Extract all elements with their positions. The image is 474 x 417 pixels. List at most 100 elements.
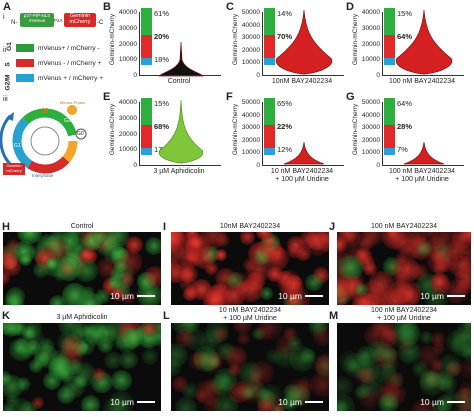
y-tick-label: 10000: [241, 59, 260, 67]
panel-label-f: F: [226, 91, 233, 103]
violin-panel-b: B Geminin-mCherry 40000 30000 20000 10000 0 61%…: [103, 0, 223, 90]
percentage-label: 68%: [154, 122, 170, 131]
cell-nucleus: [354, 282, 369, 297]
cell-nucleus: [111, 287, 125, 302]
cell-nucleus: [337, 399, 349, 411]
cell-nucleus: [307, 234, 329, 257]
cell-nucleus: [192, 345, 219, 372]
cell-nucleus: [416, 240, 432, 257]
cell-nucleus: [421, 366, 445, 389]
cell-nucleus: [298, 377, 313, 392]
scale-bar-label: 10 µm: [110, 291, 134, 301]
cell-nucleus: [45, 235, 63, 253]
cell-nucleus: [97, 323, 118, 344]
percentage-label: 70%: [277, 32, 293, 41]
cell-nucleus: [238, 361, 262, 385]
cell-nucleus: [355, 358, 380, 383]
y-axis-line: [382, 12, 383, 75]
cell-nucleus: [343, 353, 368, 378]
micrograph-image: 10 µm: [3, 323, 161, 411]
cell-nucleus: [17, 232, 42, 245]
cell-nucleus: [195, 380, 221, 406]
phase-g2m: G2/M: [4, 74, 12, 91]
cell-nucleus: [400, 287, 421, 305]
cell-nucleus: [182, 327, 206, 351]
panel-label-g: G: [346, 91, 355, 103]
cell-nucleus: [278, 396, 293, 410]
cell-nucleus: [308, 323, 327, 337]
cell-nucleus: [256, 396, 275, 411]
violin-shape: [283, 141, 325, 165]
stacked-bar-mid: [384, 125, 395, 148]
panel-label-a: A: [3, 1, 11, 13]
cell-nucleus: [124, 328, 144, 348]
cell-nucleus: [389, 258, 412, 281]
cell-nucleus: [289, 346, 315, 373]
cell-nucleus: [238, 278, 263, 303]
y-tick-label: 40000: [118, 9, 137, 16]
violin-panel-g: G Geminin-mCherry 50000 40000 30000 20000 1000…: [346, 90, 466, 183]
cell-nucleus: [252, 327, 265, 341]
micrograph-image: 10 µm: [337, 323, 471, 411]
cell-nucleus: [91, 367, 106, 382]
cell-nucleus: [238, 377, 264, 403]
cell-nucleus: [432, 342, 446, 355]
cell-nucleus: [283, 383, 301, 401]
cell-nucleus: [445, 331, 467, 352]
cell-nucleus: [181, 323, 201, 334]
condition-caption: 10 nM BAY2402234 + 100 µM Uridine: [270, 168, 334, 183]
scale-bar-label: 10 µm: [420, 291, 444, 301]
cell-nucleus: [355, 384, 371, 400]
cell-nucleus: [432, 272, 448, 288]
y-tick-label: 50000: [361, 99, 380, 106]
cell-nucleus: [368, 270, 394, 296]
cell-nucleus: [239, 232, 256, 245]
cell-nucleus: [103, 240, 127, 264]
cell-nucleus: [417, 344, 440, 368]
y-tick-label: 10000: [241, 149, 260, 157]
cell-nucleus: [355, 346, 376, 367]
micrograph-image: 10 µm: [171, 232, 329, 305]
stacked-bar-bottom: [384, 58, 395, 65]
cell-nucleus: [386, 232, 400, 240]
scale-bar-label: 10 µm: [420, 397, 444, 407]
cell-nucleus: [259, 286, 273, 300]
cell-nucleus: [418, 369, 439, 390]
cell-nucleus: [3, 255, 22, 276]
construct-linker: P2A: [54, 18, 63, 23]
y-tick-label: 20000: [118, 130, 137, 138]
violin-panel-c: C Geminin-mCherry 50000 40000 30000 20000 1000…: [226, 0, 346, 90]
percentage-label: 64%: [397, 32, 413, 41]
cell-nucleus: [445, 360, 462, 377]
percentage-label: 12%: [277, 145, 293, 154]
cell-nucleus: [257, 323, 283, 341]
cell-nucleus: [274, 335, 298, 359]
cell-nucleus: [56, 385, 76, 405]
cell-nucleus: [370, 340, 392, 363]
y-tick-label: 30000: [118, 24, 137, 32]
cell-nucleus: [3, 270, 11, 285]
cycle-s-label: S: [60, 146, 64, 152]
cell-nucleus: [217, 342, 235, 360]
cell-nucleus: [259, 383, 283, 407]
scale-bar: 10 µm: [420, 397, 465, 407]
cell-nucleus: [204, 378, 221, 394]
cell-nucleus: [461, 341, 471, 361]
cell-nucleus: [29, 359, 44, 374]
cell-nucleus: [291, 382, 311, 401]
cell-nucleus: [355, 248, 370, 262]
cell-nucleus: [305, 273, 323, 292]
micrograph-title: 10 nM BAY2402234 + 100 µM Uridine: [218, 307, 282, 322]
cell-nucleus: [32, 397, 45, 410]
cell-nucleus: [92, 232, 109, 245]
stacked-bar-top: [141, 98, 152, 125]
cell-nucleus: [339, 351, 360, 372]
percentage-label: 18%: [154, 55, 170, 64]
cell-nucleus: [110, 370, 132, 391]
cell-cycle-diagram: [0, 105, 87, 174]
cell-nucleus: [3, 371, 12, 387]
cell-nucleus: [102, 397, 128, 411]
cell-nucleus: [337, 375, 353, 397]
legend-text-blue: mVenus + / mCherry +: [38, 75, 104, 82]
cell-nucleus: [397, 341, 421, 365]
